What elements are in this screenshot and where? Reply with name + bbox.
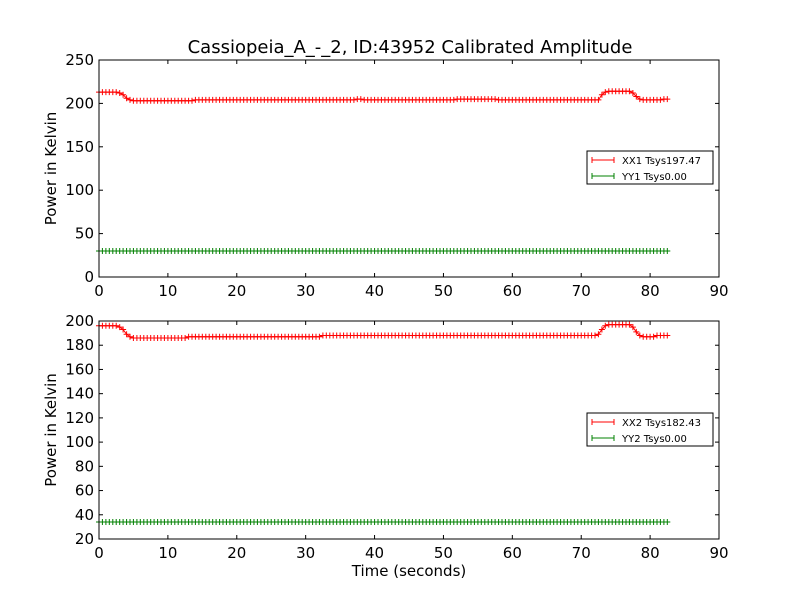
data-point-marker — [123, 95, 130, 102]
x-tick-label: 50 — [434, 544, 453, 562]
series-markers-1 — [96, 321, 671, 341]
y-axis-label: Power in Kelvin — [42, 373, 60, 487]
data-point-marker — [657, 96, 664, 103]
y-tick-label: 150 — [65, 138, 94, 156]
x-tick-label: 10 — [158, 282, 177, 300]
legend-label-2: YY2 Tsys0.00 — [621, 434, 687, 445]
data-point-marker — [629, 324, 636, 331]
x-tick-label: 0 — [94, 282, 104, 300]
y-tick-label: 120 — [65, 409, 94, 427]
legend-box — [586, 150, 714, 185]
y-tick-label: 140 — [65, 385, 94, 403]
data-point-marker — [664, 248, 671, 254]
x-tick-label: 50 — [434, 282, 453, 300]
bottom-subplot: 0 10 20 30 40 50 60 70 80 90 20 40 60 80 100 120 140 160 1… — [42, 312, 729, 580]
data-point-marker — [650, 333, 657, 340]
data-point-marker — [636, 96, 643, 103]
x-tick-label: 70 — [572, 282, 591, 300]
data-point-marker — [664, 332, 671, 339]
legend-marker-2 — [591, 435, 615, 441]
x-tick-label: 90 — [709, 544, 728, 562]
data-point-marker — [626, 88, 633, 95]
y-tick-label: 100 — [65, 181, 94, 199]
data-point-marker — [633, 328, 640, 335]
data-point-marker — [127, 96, 133, 103]
data-point-marker — [189, 97, 195, 104]
y-tick-label: 40 — [75, 506, 94, 524]
data-point-marker — [123, 331, 130, 338]
legend-label-1: XX1 Tsys197.47 — [622, 156, 701, 167]
legend-marker-2 — [591, 173, 615, 179]
y-tick-label: 60 — [75, 482, 94, 500]
data-point-marker — [602, 89, 609, 96]
x-tick-label: 70 — [572, 544, 591, 562]
data-point-marker — [116, 324, 123, 331]
data-point-marker — [450, 96, 457, 103]
data-point-marker — [595, 96, 602, 103]
data-point-marker — [664, 96, 671, 103]
legend-box — [586, 412, 714, 447]
data-point-marker — [113, 89, 120, 96]
legend-label-2: YY1 Tsys0.00 — [621, 172, 687, 183]
chart-title: Cassiopeia_A_-_2, ID:43952 Calibrated Am… — [188, 37, 633, 58]
axes-frame — [98, 320, 720, 540]
series-markers-2 — [96, 248, 671, 254]
y-tick-label: 0 — [84, 268, 94, 286]
x-axis-label: Time (seconds) — [351, 562, 467, 580]
y-tick-label: 200 — [65, 312, 94, 330]
series-markers-2 — [96, 519, 671, 525]
x-tick-label: 60 — [503, 282, 522, 300]
data-point-marker — [636, 332, 643, 339]
legend-label-1: XX2 Tsys182.43 — [622, 418, 701, 429]
x-tick-label: 60 — [503, 544, 522, 562]
data-point-marker — [316, 333, 323, 340]
data-point-marker — [116, 90, 123, 96]
legend: XX1 Tsys197.47 YY1 Tsys0.00 — [586, 150, 714, 185]
top-subplot: 0 10 20 30 40 50 60 70 80 90 0 50 100 150 200 250 Power … — [42, 51, 729, 300]
data-point-marker — [602, 322, 609, 329]
data-point-marker — [598, 326, 605, 333]
x-tick-label: 20 — [227, 282, 246, 300]
x-tick-label: 90 — [709, 282, 728, 300]
data-point-marker — [113, 322, 120, 329]
data-point-marker — [633, 93, 640, 100]
axes-frame — [98, 59, 720, 278]
data-point-marker — [626, 321, 633, 328]
x-tick-label: 40 — [365, 282, 384, 300]
y-tick-label: 250 — [65, 51, 94, 69]
data-point-marker — [629, 90, 636, 96]
data-point-marker — [492, 96, 499, 103]
data-point-marker — [350, 96, 357, 103]
y-tick-label: 80 — [75, 457, 94, 475]
y-tick-label: 160 — [65, 360, 94, 378]
y-tick-label: 20 — [75, 530, 94, 548]
x-tick-label: 0 — [94, 544, 104, 562]
y-tick-label: 50 — [75, 225, 94, 243]
x-tick-label: 40 — [365, 544, 384, 562]
x-tick-label: 20 — [227, 544, 246, 562]
x-tick-label: 80 — [641, 544, 660, 562]
data-point-marker — [127, 333, 133, 340]
data-point-marker — [357, 96, 364, 103]
legend: XX2 Tsys182.43 YY2 Tsys0.00 — [586, 412, 714, 447]
x-tick-label: 80 — [641, 282, 660, 300]
data-point-marker — [598, 91, 605, 98]
data-point-marker — [664, 519, 671, 525]
y-tick-label: 180 — [65, 336, 94, 354]
x-tick-label: 10 — [158, 544, 177, 562]
series-markers-1 — [96, 88, 671, 104]
y-axis-label: Power in Kelvin — [42, 112, 60, 226]
data-point-marker — [120, 91, 127, 98]
data-point-marker — [592, 332, 598, 339]
data-point-marker — [595, 331, 602, 338]
x-tick-label: 30 — [296, 544, 315, 562]
x-tick-label: 30 — [296, 282, 315, 300]
data-point-marker — [120, 326, 127, 333]
legend-marker-1 — [591, 419, 615, 425]
y-tick-label: 100 — [65, 433, 94, 451]
y-tick-label: 200 — [65, 94, 94, 112]
data-point-marker — [182, 335, 189, 341]
legend-marker-1 — [591, 157, 615, 163]
